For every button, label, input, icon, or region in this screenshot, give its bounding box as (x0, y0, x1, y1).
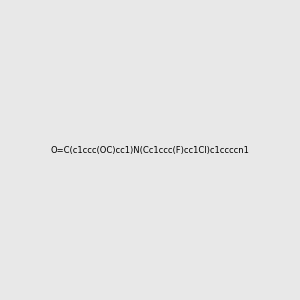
Text: O=C(c1ccc(OC)cc1)N(Cc1ccc(F)cc1Cl)c1ccccn1: O=C(c1ccc(OC)cc1)N(Cc1ccc(F)cc1Cl)c1cccc… (51, 146, 249, 154)
